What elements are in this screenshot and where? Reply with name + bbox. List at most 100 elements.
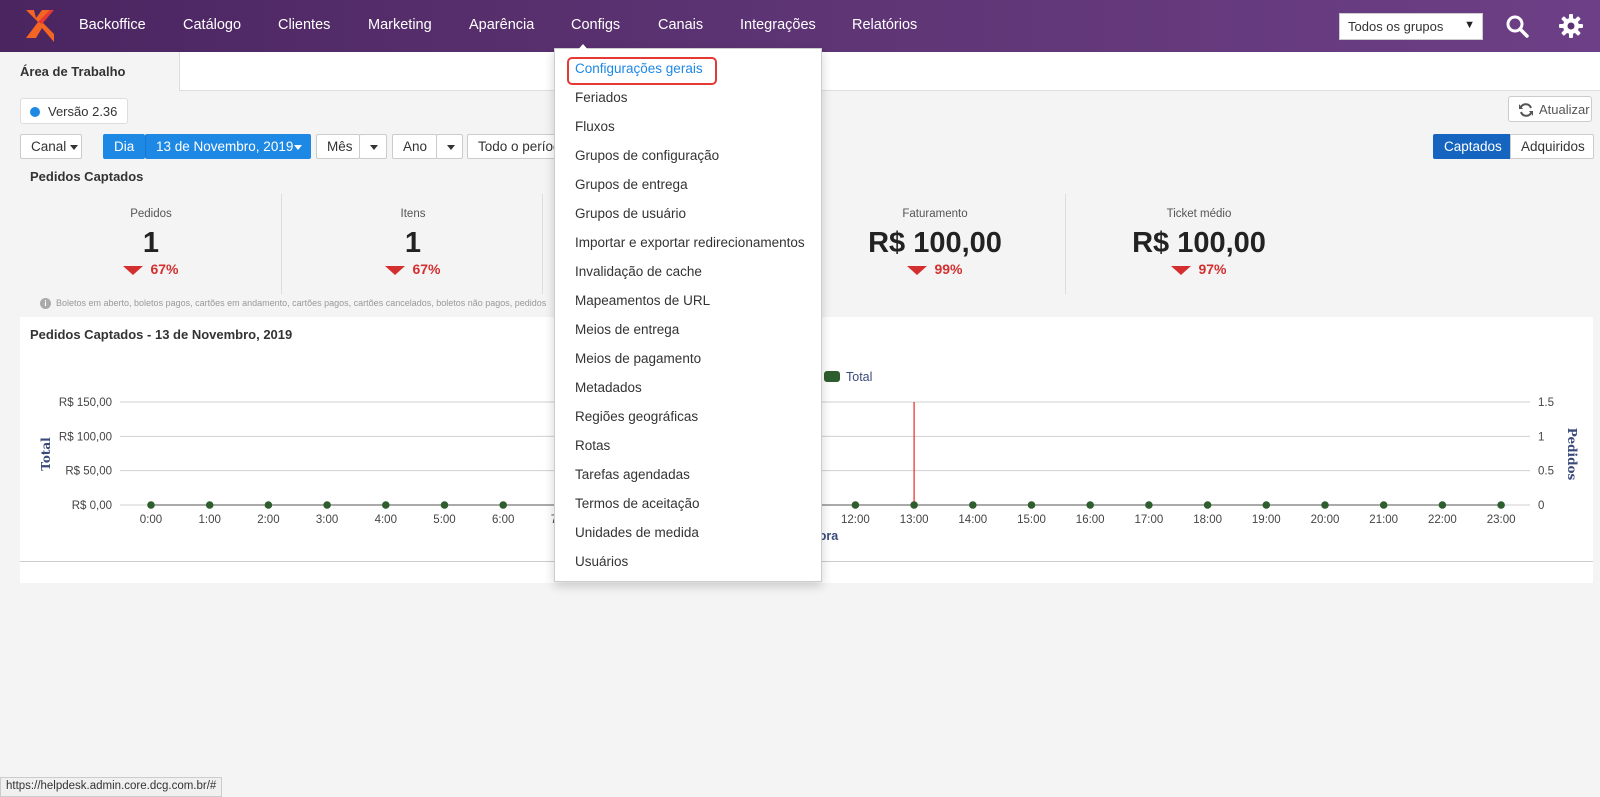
status-bar-url: https://helpdesk.admin.core.dcg.com.br/# [0,777,223,797]
data-point [851,501,860,509]
nav-marketing[interactable]: Marketing [368,17,432,33]
x-tick-label: 16:00 [1076,514,1105,526]
menu-item[interactable]: Invalidação de cache [575,264,702,279]
nav-relatorios[interactable]: Relatórios [852,17,918,33]
data-point [1379,501,1388,509]
menu-item[interactable]: Termos de aceitação [575,496,700,511]
y-axis-label: Total [39,437,53,471]
arrow-down-icon [123,265,144,275]
menu-item[interactable]: Rotas [575,438,611,453]
refresh-button[interactable]: Atualizar [1508,96,1592,122]
nav-configs[interactable]: Configs [571,17,621,33]
kpi-delta: 67% [20,261,282,277]
menu-item[interactable]: Grupos de usuário [575,206,687,221]
menu-item[interactable]: Feriados [575,90,628,105]
y-tick-label: R$ 150,00 [59,397,112,409]
menu-item[interactable]: Metadados [575,380,642,395]
menu-item[interactable]: Grupos de entrega [575,177,688,192]
data-point [1438,501,1447,509]
dia-label: Dia [114,139,135,154]
kpi-ticket-medio: Ticket médio R$ 100,00 97% [1068,194,1330,296]
adquiridos-label: Adquiridos [1521,139,1585,154]
menu-item[interactable]: Meios de entrega [575,322,680,337]
mes-dropdown-toggle[interactable] [359,134,387,159]
divider [542,194,543,294]
x-tick-label: 18:00 [1193,514,1222,526]
data-point [1145,501,1153,509]
data-point [323,501,331,509]
search-icon[interactable] [1505,14,1529,38]
captados-toggle[interactable]: Captados [1433,134,1510,159]
mes-button[interactable]: Mês [316,134,360,159]
chevron-down-icon [370,144,378,150]
tab-area-de-trabalho[interactable]: Área de Trabalho [0,52,180,91]
kpi-pedidos: Pedidos 1 67% [20,194,282,296]
gear-icon[interactable] [1559,14,1583,38]
menu-item[interactable]: Usuários [575,554,629,569]
configs-dropdown-menu: Configurações gerais Feriados Fluxos Grupos… [554,48,822,582]
data-point [969,501,977,509]
x-tick-label: 19:00 [1252,514,1281,526]
periodo-label: Todo o período [478,139,569,154]
mes-label: Mês [327,139,353,154]
chevron-down-icon [70,144,79,150]
nav-clientes[interactable]: Clientes [278,17,331,33]
section-title: Pedidos Captados [30,169,144,184]
adquiridos-toggle[interactable]: Adquiridos [1510,134,1594,159]
data-point [1086,501,1094,509]
top-navbar: Backoffice Catálogo Clientes Marketing A… [0,0,1600,52]
kpi-label: Ticket médio [1166,208,1232,220]
status-dot [30,107,40,117]
canal-label: Canal [31,139,67,154]
nav-catalogo[interactable]: Catálogo [183,17,242,33]
divider [281,194,282,294]
data-point [382,501,390,509]
menu-item[interactable]: Meios de pagamento [575,351,702,366]
y-tick-label: R$ 50,00 [65,466,112,478]
kpi-value: 1 [404,227,422,259]
menu-item[interactable]: Tarefas agendadas [575,467,690,482]
data-point [440,501,449,509]
y2-tick-label: 0.5 [1538,466,1554,478]
menu-item[interactable]: Importar e exportar redirecionamentos [575,235,805,250]
nav-integracoes[interactable]: Integrações [740,17,816,33]
menu-item[interactable]: Mapeamentos de URL [575,293,711,308]
info-note: i Boletos em aberto, boletos pagos, cartõ… [40,298,560,309]
date-picker[interactable]: 13 de Novembro, 2019 [145,134,311,159]
nav-canais[interactable]: Canais [658,17,704,33]
menu-item[interactable]: Fluxos [575,119,615,134]
canal-dropdown[interactable]: Canal [20,134,82,159]
data-point [1262,501,1271,509]
x-tick-label: 3:00 [316,514,338,526]
kpi-label: Pedidos [130,208,172,220]
captados-label: Captados [1444,139,1502,154]
x-tick-label: 12:00 [841,514,870,526]
menu-item[interactable]: Configurações gerais [575,61,703,76]
chevron-down-icon: ▼ [1464,19,1475,31]
ano-button[interactable]: Ano [392,134,437,159]
y2-tick-label: 0 [1538,500,1544,512]
group-select[interactable]: Todos os grupos ▼ [1339,13,1483,40]
version-badge: Versão 2.36 [20,98,129,124]
menu-item[interactable]: Regiões geográficas [575,409,699,424]
logo-icon[interactable] [24,8,56,42]
y-tick-label: R$ 100,00 [59,431,112,443]
kpi-delta-value: 99% [934,261,963,277]
nav-aparencia[interactable]: Aparência [469,17,535,33]
group-select-value: Todos os grupos [1348,19,1444,34]
kpi-label: Faturamento [902,208,968,220]
x-tick-label: 22:00 [1428,514,1457,526]
x-tick-label: 15:00 [1017,514,1046,526]
arrow-down-icon [907,265,928,275]
kpi-itens: Itens 1 67% [282,194,544,296]
dia-button[interactable]: Dia [103,134,145,159]
highlight-box [567,57,717,85]
refresh-label: Atualizar [1539,102,1590,117]
kpi-value: R$ 100,00 [868,227,1002,259]
ano-dropdown-toggle[interactable] [436,134,463,159]
menu-item[interactable]: Unidades de medida [575,525,699,540]
menu-item[interactable]: Grupos de configuração [575,148,720,163]
version-label: Versão 2.36 [48,104,118,119]
nav-backoffice[interactable]: Backoffice [79,17,146,33]
x-tick-label: 13:00 [900,514,929,526]
